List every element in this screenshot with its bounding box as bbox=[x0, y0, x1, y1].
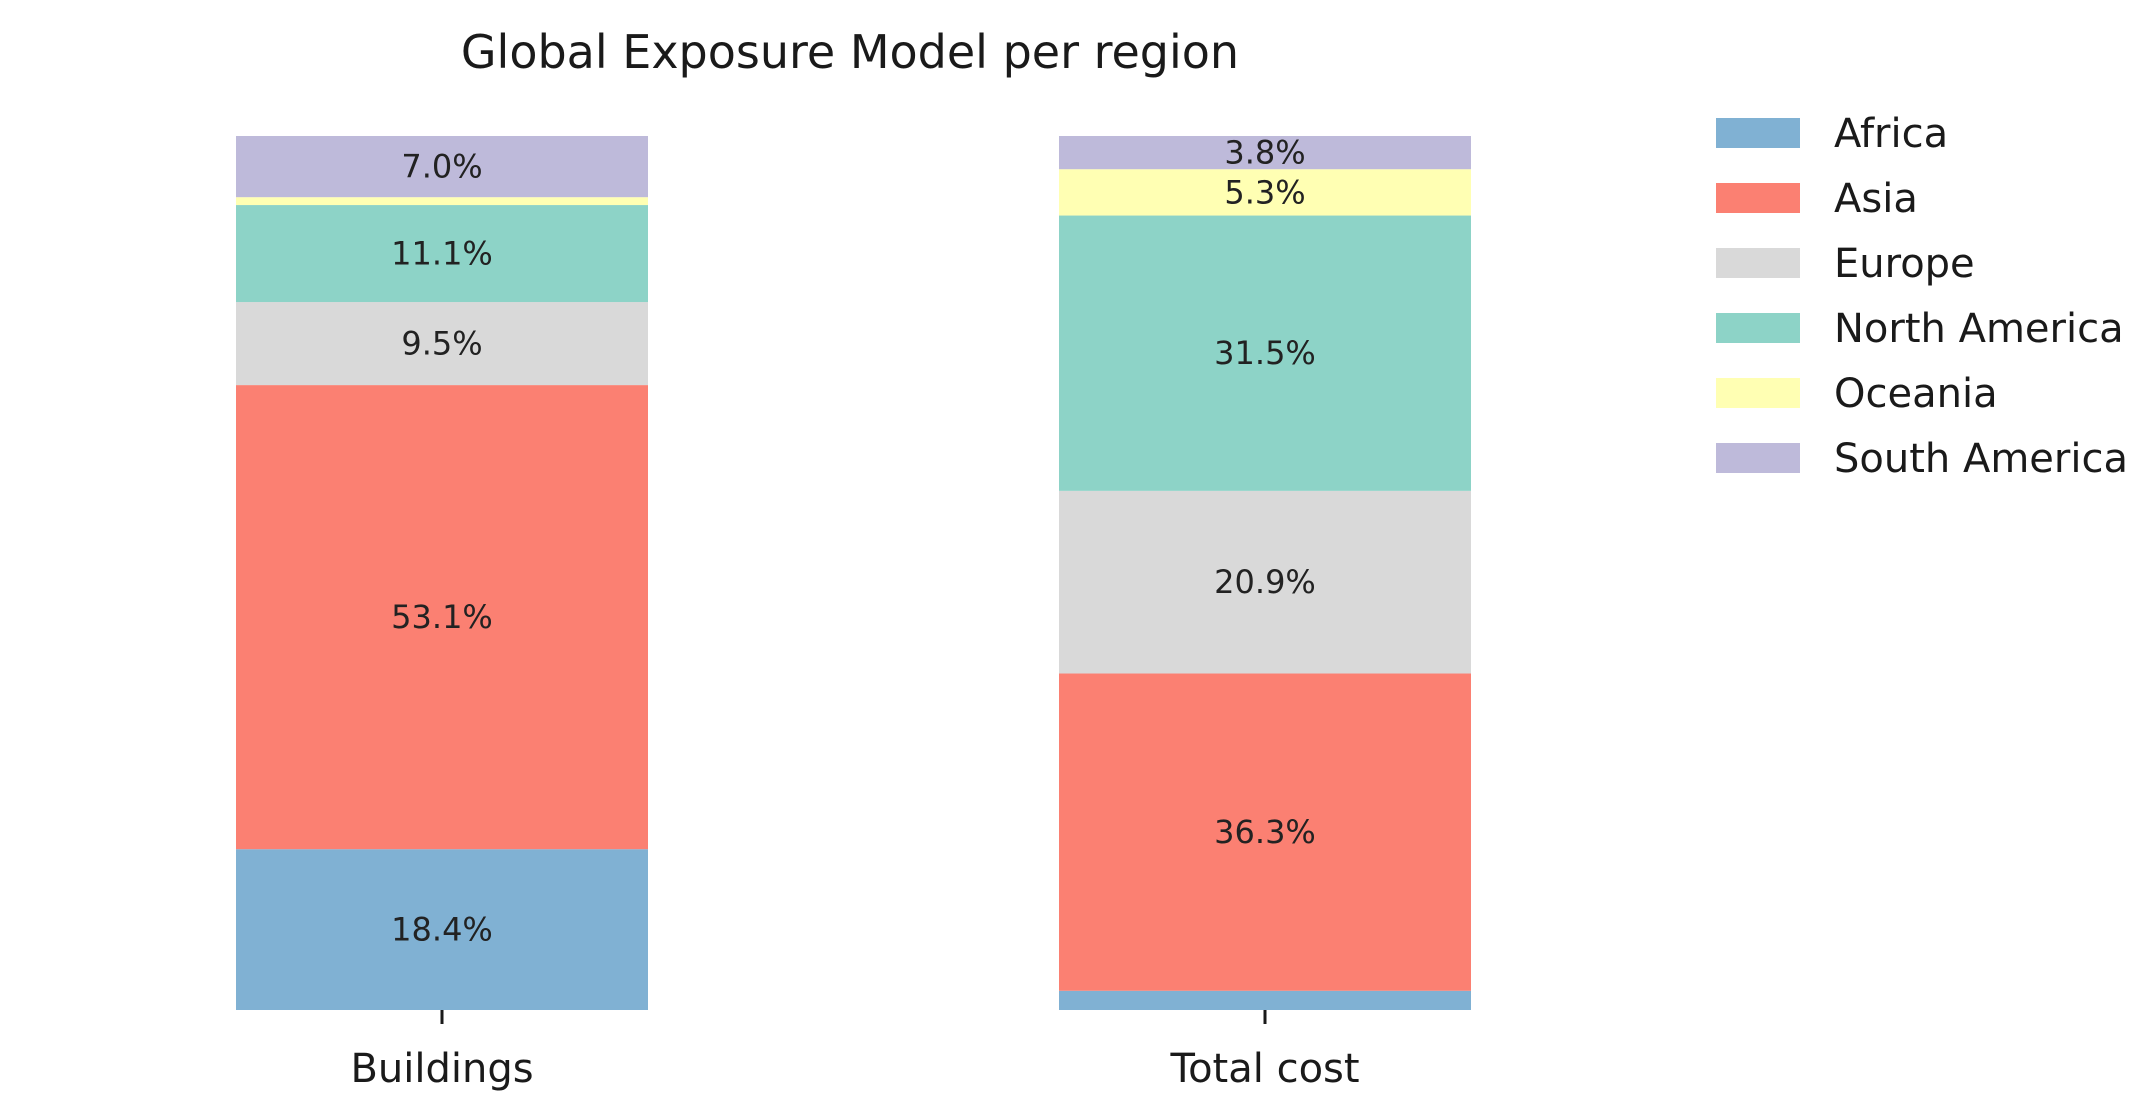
bar-segment-buildings-africa bbox=[236, 849, 648, 1010]
data-label-buildings-south-america: 7.0% bbox=[401, 148, 482, 186]
legend-swatch-asia bbox=[1716, 183, 1800, 213]
bar-segment-total-cost-europe bbox=[1059, 490, 1471, 674]
bar-segment-total-cost-asia bbox=[1059, 673, 1471, 991]
bar-segment-buildings-south-america bbox=[236, 136, 648, 198]
data-label-buildings-europe: 9.5% bbox=[401, 325, 482, 363]
bar-segment-total-cost-south-america bbox=[1059, 136, 1471, 170]
legend-label-north-america: North America bbox=[1834, 306, 2124, 352]
legend: Africa Asia Europe North America Oceania Sout… bbox=[1716, 111, 2128, 482]
legend-label-south-america: South America bbox=[1834, 436, 2128, 482]
data-label-buildings-africa: 18.4% bbox=[391, 911, 493, 949]
legend-swatch-south-america bbox=[1716, 443, 1800, 473]
bar-segment-buildings-north-america bbox=[236, 205, 648, 303]
legend-swatch-north-america bbox=[1716, 313, 1800, 343]
data-label-total-cost-asia: 36.3% bbox=[1214, 813, 1316, 851]
bar-segment-buildings-asia bbox=[236, 385, 648, 850]
x-axis: Buildings Total cost bbox=[350, 1010, 1360, 1092]
bar-segment-total-cost-oceania bbox=[1059, 169, 1471, 216]
data-label-buildings-asia: 53.1% bbox=[391, 598, 493, 636]
bar-segment-total-cost-north-america bbox=[1059, 215, 1471, 491]
data-label-total-cost-south-america: 3.8% bbox=[1224, 134, 1305, 172]
bars-group bbox=[236, 136, 1471, 1010]
x-tick-label-total-cost: Total cost bbox=[1169, 1046, 1359, 1092]
legend-label-africa: Africa bbox=[1834, 111, 1948, 157]
data-labels-group: 18.4% 53.1% 9.5% 11.1% 7.0% 36.3% 20.9% 31.5% 5.… bbox=[391, 134, 1316, 949]
legend-label-europe: Europe bbox=[1834, 241, 1975, 287]
chart-title: Global Exposure Model per region bbox=[461, 25, 1239, 79]
x-tick-label-buildings: Buildings bbox=[350, 1046, 533, 1092]
data-label-total-cost-oceania: 5.3% bbox=[1224, 173, 1305, 211]
bar-segment-buildings-oceania bbox=[236, 197, 648, 206]
bar-segment-total-cost-africa bbox=[1059, 990, 1471, 1010]
bar-segment-buildings-europe bbox=[236, 302, 648, 386]
data-label-buildings-north-america: 11.1% bbox=[391, 235, 493, 273]
legend-swatch-africa bbox=[1716, 118, 1800, 148]
data-label-total-cost-north-america: 31.5% bbox=[1214, 334, 1316, 372]
data-label-total-cost-europe: 20.9% bbox=[1214, 563, 1316, 601]
legend-swatch-oceania bbox=[1716, 378, 1800, 408]
legend-label-oceania: Oceania bbox=[1834, 371, 1998, 417]
legend-swatch-europe bbox=[1716, 248, 1800, 278]
legend-label-asia: Asia bbox=[1834, 176, 1918, 222]
